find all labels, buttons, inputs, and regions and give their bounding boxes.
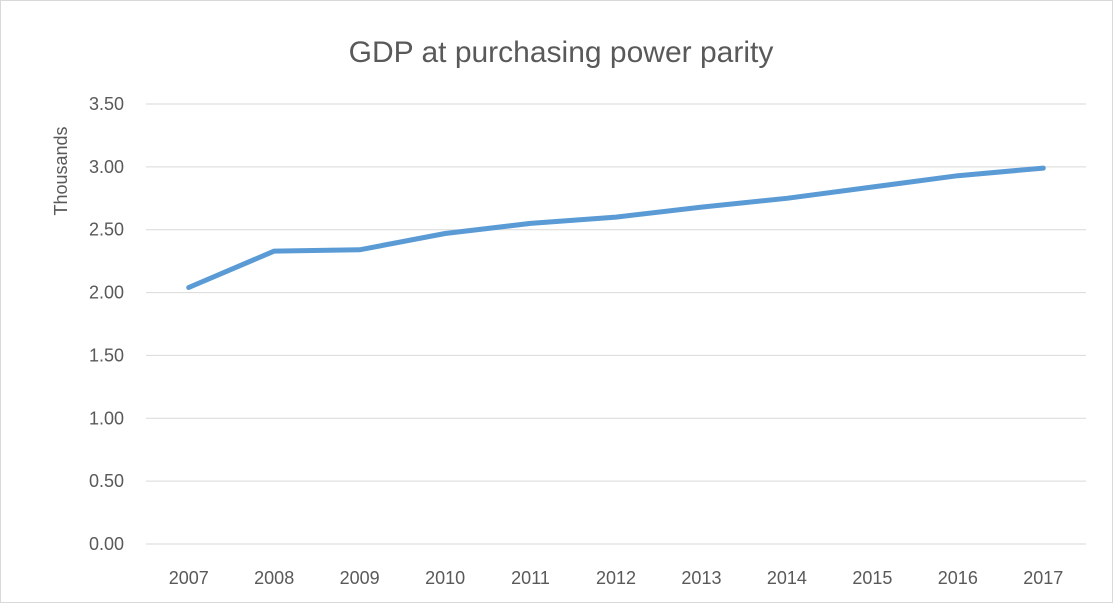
y-axis-title: Thousands	[51, 126, 71, 215]
x-tick-label: 2015	[852, 568, 892, 588]
x-tick-label: 2010	[425, 568, 465, 588]
y-tick-label: 3.50	[89, 94, 124, 114]
x-tick-label: 2007	[169, 568, 209, 588]
x-axis-ticks: 2007 2008 2009 2010 2011 2012 2013 2014 2015 2016…	[169, 568, 1064, 588]
y-tick-label: 0.00	[89, 534, 124, 554]
y-tick-label: 1.00	[89, 408, 124, 428]
gridlines	[146, 103, 1086, 545]
y-tick-label: 2.50	[89, 220, 124, 240]
y-tick-label: 3.00	[89, 157, 124, 177]
x-tick-label: 2014	[767, 568, 807, 588]
series-line-0	[186, 165, 1046, 290]
x-tick-label: 2013	[681, 568, 721, 588]
y-tick-label: 1.50	[89, 345, 124, 365]
x-tick-label: 2008	[254, 568, 294, 588]
y-axis-ticks: 0.00 0.50 1.00 1.50 2.00 2.50 3.00 3.50	[89, 94, 124, 554]
chart-title: GDP at purchasing power parity	[349, 36, 774, 69]
x-tick-label: 2009	[340, 568, 380, 588]
x-tick-label: 2011	[511, 568, 550, 588]
y-tick-label: 2.00	[89, 283, 124, 303]
y-tick-label: 0.50	[89, 471, 124, 491]
x-tick-label: 2012	[596, 568, 636, 588]
series-layer	[186, 165, 1046, 290]
x-tick-label: 2017	[1023, 568, 1063, 588]
x-tick-label: 2016	[938, 568, 978, 588]
